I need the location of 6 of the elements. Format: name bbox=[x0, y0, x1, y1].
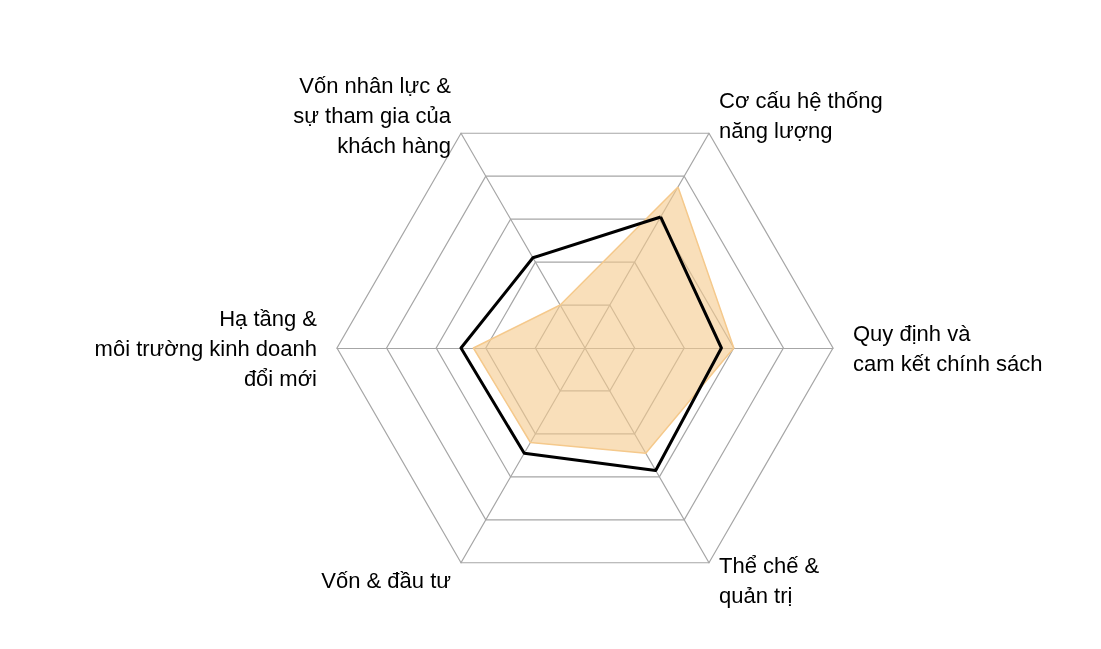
spoke-label: Cơ cấu hệ thống năng lượng bbox=[719, 88, 883, 144]
spoke-label: Hạ tầng & môi trường kinh doanh đổi mới bbox=[94, 305, 318, 391]
spoke-label: Vốn nhân lực & sự tham gia của khách hàng bbox=[293, 73, 452, 159]
spoke-label: Thể chế & quản trị bbox=[719, 552, 820, 608]
spoke-label: Vốn & đầu tư bbox=[321, 567, 452, 593]
spoke-label: Quy định và cam kết chính sách bbox=[853, 320, 1043, 376]
